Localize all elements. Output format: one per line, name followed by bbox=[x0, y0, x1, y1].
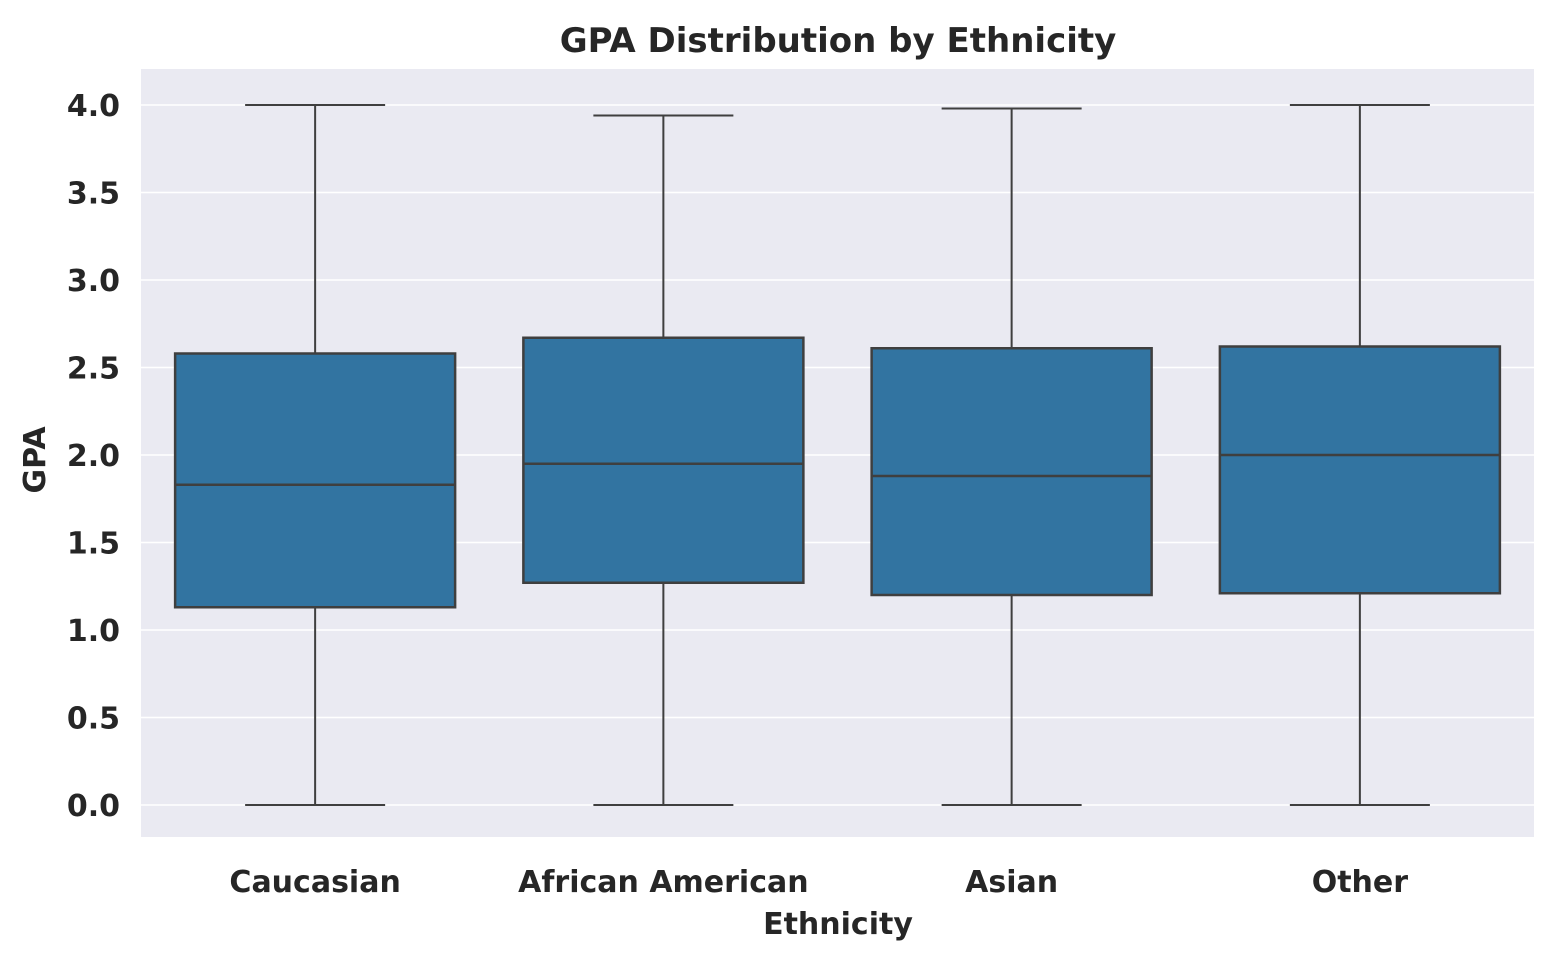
y-tick-labels: 0.0 0.5 1.0 1.5 2.0 2.5 3.0 3.5 4.0 bbox=[67, 89, 120, 824]
box-series bbox=[173, 104, 1502, 806]
y-axis-label: GPA bbox=[18, 426, 53, 494]
box-other bbox=[1218, 104, 1502, 806]
x-tick-label: Caucasian bbox=[229, 865, 400, 900]
y-tick-label: 1.0 bbox=[67, 614, 120, 649]
x-tick-label: Other bbox=[1312, 865, 1409, 900]
y-tick-label: 3.0 bbox=[67, 264, 120, 299]
x-axis-label: Ethnicity bbox=[763, 907, 913, 942]
chart-title: GPA Distribution by Ethnicity bbox=[560, 21, 1117, 61]
iqr-box bbox=[1218, 345, 1502, 595]
y-tick-label: 0.5 bbox=[67, 702, 120, 737]
iqr-box bbox=[173, 352, 457, 609]
y-tick-label: 2.0 bbox=[67, 439, 120, 474]
iqr-box bbox=[870, 347, 1153, 597]
x-tick-labels: Caucasian African American Asian Other bbox=[229, 865, 1408, 900]
x-tick-label: Asian bbox=[965, 865, 1058, 900]
box-asian bbox=[870, 107, 1153, 806]
y-tick-label: 2.5 bbox=[67, 352, 120, 387]
x-tick-label: African American bbox=[518, 865, 808, 900]
box-caucasian bbox=[173, 104, 457, 806]
box-african-american bbox=[522, 114, 805, 806]
iqr-box bbox=[522, 336, 805, 584]
y-tick-label: 4.0 bbox=[67, 89, 120, 124]
y-tick-label: 1.5 bbox=[67, 527, 120, 562]
y-tick-label: 3.5 bbox=[67, 177, 120, 212]
y-tick-label: 0.0 bbox=[67, 789, 120, 824]
